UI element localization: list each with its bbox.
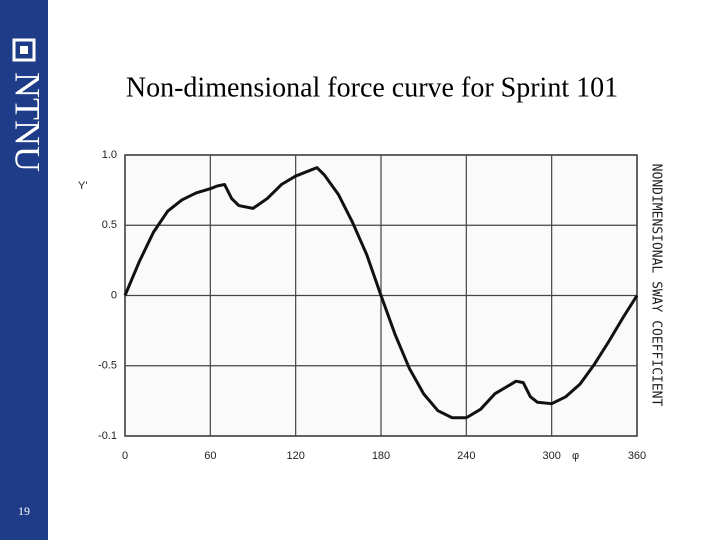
side-label: NONDIMENSIONAL SWAY COEFFICIENT <box>649 164 664 407</box>
logo-icon <box>12 38 36 62</box>
side-bar <box>0 0 48 540</box>
x-tick-label: 300 <box>542 450 560 462</box>
logo-text: NTNU <box>8 72 48 172</box>
x-tick-label: 0 <box>122 450 128 462</box>
x-axis-label: φ <box>572 450 579 462</box>
y-tick-label: 0.5 <box>102 219 117 231</box>
x-tick-label: 360 <box>628 450 646 462</box>
y-axis-label: Y' <box>78 180 87 192</box>
y-tick-label: -0.1 <box>98 430 117 442</box>
x-tick-label: 180 <box>372 450 390 462</box>
page-number: 19 <box>18 504 30 518</box>
x-tick-label: 240 <box>457 450 475 462</box>
logo-icon-inner <box>20 46 28 54</box>
y-tick-label: 0 <box>111 289 117 301</box>
y-tick-label: -0.5 <box>98 360 117 372</box>
data-line <box>123 166 639 420</box>
x-tick-label: 120 <box>286 450 304 462</box>
y-tick-label: 1.0 <box>102 149 117 161</box>
chart-title: Non-dimensional force curve for Sprint 1… <box>126 72 618 103</box>
x-tick-label: 60 <box>204 450 216 462</box>
